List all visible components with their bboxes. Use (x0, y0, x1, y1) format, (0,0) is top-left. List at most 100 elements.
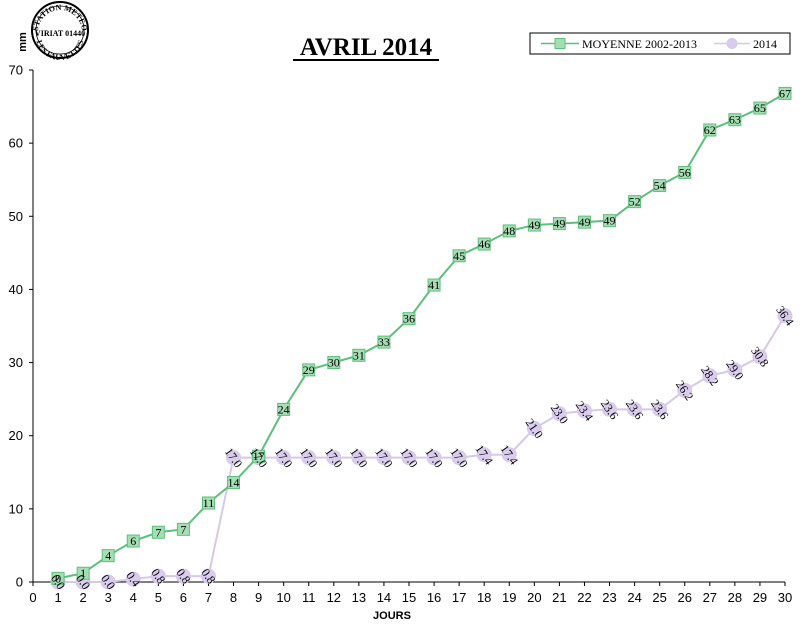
data-label: 0 (55, 571, 61, 585)
series-2-point (602, 401, 618, 417)
series-2-point (551, 406, 567, 422)
series-1-point (527, 218, 541, 232)
series-2-point (501, 447, 517, 463)
series-2-point (451, 450, 467, 466)
x-tick-label: 27 (703, 590, 717, 605)
data-label: 17.0 (347, 445, 371, 470)
series-1-point (778, 86, 792, 100)
data-label: 52 (629, 195, 641, 209)
legend-box (529, 32, 791, 55)
x-tick-label: 26 (677, 590, 691, 605)
series-2-point (401, 450, 417, 466)
data-label: 4 (105, 549, 111, 563)
x-tick-label: 22 (577, 590, 591, 605)
data-label: 67 (779, 86, 791, 100)
data-label: 49 (528, 218, 540, 232)
x-tick-label: 28 (728, 590, 742, 605)
y-tick-label: 70 (9, 63, 23, 78)
series-1-point (302, 363, 316, 377)
data-label: 0.8 (148, 566, 168, 586)
x-tick-label: 4 (130, 590, 137, 605)
series-1-point (51, 571, 65, 585)
x-tick-label: 12 (327, 590, 341, 605)
data-label: 23.6 (648, 397, 672, 422)
x-tick-label: 25 (652, 590, 666, 605)
y-tick-label: 60 (9, 136, 23, 151)
series-2-line (58, 315, 786, 583)
x-tick-label: 23 (602, 590, 616, 605)
data-label: 17.0 (397, 445, 421, 470)
data-label: 49 (604, 214, 616, 228)
x-tick-label: 20 (527, 590, 541, 605)
series-2-point (677, 382, 693, 398)
data-label: 17.0 (297, 445, 321, 470)
series-1-point (252, 449, 266, 463)
data-label: 7 (180, 522, 186, 536)
data-label: 49 (553, 217, 565, 231)
x-tick-label: 6 (180, 590, 187, 605)
series-1-point (703, 123, 717, 137)
data-label: 17.0 (447, 445, 471, 470)
series-2-point (727, 362, 743, 378)
y-tick-label: 30 (9, 355, 23, 370)
series-1-point (176, 522, 190, 536)
x-tick-label: 30 (778, 590, 792, 605)
x-tick-label: 2 (80, 590, 87, 605)
y-tick-label: 50 (9, 209, 23, 224)
x-tick-label: 24 (627, 590, 641, 605)
x-tick-label: 21 (552, 590, 566, 605)
data-label: 17.4 (472, 442, 496, 467)
x-tick-label: 17 (452, 590, 466, 605)
data-label: 0.8 (198, 566, 218, 586)
series-1-point (502, 224, 516, 238)
series-2-point (175, 568, 191, 584)
series-1-point (227, 476, 241, 490)
data-label: 49 (578, 215, 590, 229)
x-tick-label: 14 (377, 590, 391, 605)
series-layer: 0.0 0.0 0.0 0.4 0.8 0.8 0.817.0 17.0 17.0 17.0 17.… (48, 86, 797, 592)
series-2-point (426, 450, 442, 466)
series-1-point (402, 312, 416, 326)
legend: MOYENNE 2002-2013 2014 (529, 32, 791, 55)
series-2-point (702, 368, 718, 384)
series-2-point (777, 308, 793, 324)
series-1 (51, 86, 792, 585)
data-label: 17.0 (422, 445, 446, 470)
data-label: 36 (403, 312, 415, 326)
x-axis-label: JOURS (373, 610, 411, 622)
series-1-point (277, 402, 291, 416)
data-label: 33 (378, 335, 390, 349)
series-2-point (627, 401, 643, 417)
data-label: 36.4 (773, 303, 797, 328)
data-label: 65 (754, 101, 766, 115)
series-1-point (352, 348, 366, 362)
series-2-point (526, 420, 542, 436)
series-2-point (226, 450, 242, 466)
data-label: 30.8 (748, 344, 772, 369)
x-tick-label: 19 (502, 590, 516, 605)
data-label: 0.0 (98, 572, 118, 592)
series-2-point (326, 450, 342, 466)
data-label: 17.0 (322, 445, 346, 470)
y-tick-label: 0 (16, 575, 23, 590)
series-2-point (276, 450, 292, 466)
series-1-point (151, 525, 165, 539)
series-1-point (753, 101, 767, 115)
data-label: 48 (503, 224, 515, 238)
series-1-point (552, 217, 566, 231)
x-tick-label: 15 (402, 590, 416, 605)
series-1-point (126, 534, 140, 548)
series-1-point (653, 179, 667, 193)
legend-label-series-1: MOYENNE 2002-2013 (582, 37, 697, 51)
series-1-point (678, 165, 692, 179)
series-2-point (100, 574, 116, 590)
data-label: 26.2 (673, 378, 697, 403)
data-label: 17.0 (272, 445, 296, 470)
x-tick-label: 11 (302, 590, 316, 605)
data-label: 23.4 (573, 398, 597, 423)
data-label: 30 (328, 356, 340, 370)
y-tick-label: 40 (9, 282, 23, 297)
data-label: 24 (278, 402, 290, 416)
data-label: 23.6 (623, 397, 647, 422)
